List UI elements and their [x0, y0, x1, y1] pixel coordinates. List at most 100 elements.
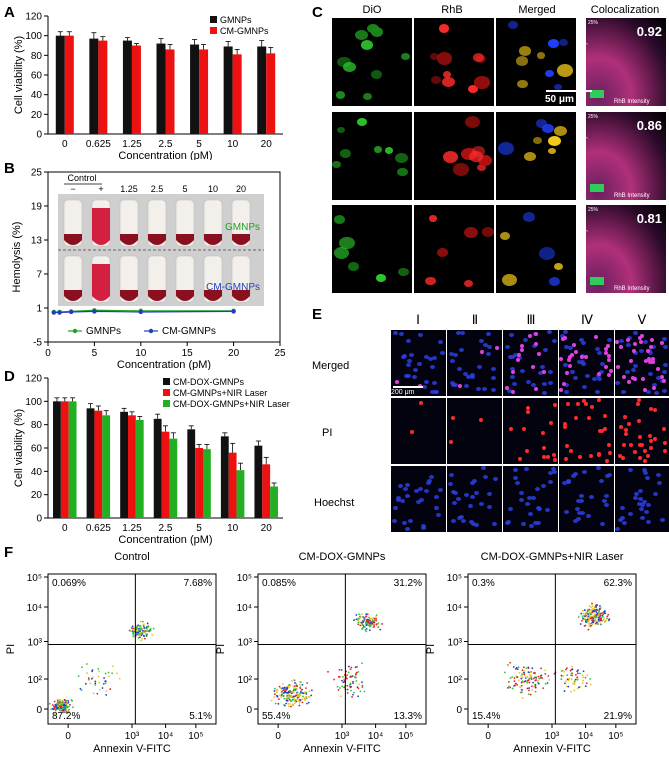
bar	[187, 429, 196, 518]
event-dot	[544, 669, 547, 672]
event-dot	[507, 686, 509, 689]
bar	[53, 401, 61, 518]
tube-content	[120, 290, 138, 301]
legend-label: CM-GMNPs+NIR Laser	[173, 388, 267, 398]
pi-signal	[552, 403, 557, 408]
tube-content	[92, 208, 110, 245]
cell-signal	[472, 53, 485, 63]
pi-signal	[606, 357, 611, 362]
event-dot	[94, 680, 97, 683]
event-dot	[59, 710, 62, 713]
event-dot	[133, 627, 136, 630]
col-header-rhb: RhB	[441, 4, 463, 16]
nucleus	[642, 500, 648, 505]
x-tick-label: 0	[65, 731, 71, 742]
nucleus	[604, 503, 610, 508]
event-dot	[357, 621, 360, 624]
pi-signal	[596, 372, 601, 377]
event-dot	[566, 678, 569, 681]
cell-signal	[468, 151, 483, 163]
event-dot	[278, 698, 280, 701]
pi-signal	[633, 341, 638, 346]
pi-signal	[542, 446, 547, 451]
event-dot	[291, 679, 293, 682]
nucleus	[566, 479, 571, 484]
col-header-merged: Merged	[518, 4, 556, 16]
nucleus	[596, 374, 602, 379]
event-dot	[59, 707, 62, 710]
event-dot	[587, 628, 590, 631]
pi-signal	[573, 415, 578, 420]
nucleus	[637, 488, 643, 493]
nucleus	[643, 470, 649, 475]
event-dot	[563, 670, 566, 673]
y-axis-title: Cell viability (%)	[13, 36, 25, 114]
nucleus	[430, 389, 436, 394]
event-dot	[304, 696, 307, 699]
event-dot	[53, 700, 56, 703]
event-dot	[375, 623, 378, 626]
nucleus	[434, 495, 440, 500]
nucleus	[426, 478, 432, 483]
data-point	[138, 309, 143, 315]
y-tick-label: 7	[36, 270, 42, 281]
pi-signal	[533, 331, 538, 336]
event-dot	[573, 689, 576, 692]
event-dot	[107, 671, 110, 674]
bar	[228, 452, 237, 518]
event-dot	[141, 620, 144, 623]
nucleus	[483, 474, 489, 479]
bar	[165, 49, 175, 134]
event-dot	[281, 693, 284, 696]
event-dot	[576, 676, 579, 679]
event-dot	[285, 702, 288, 705]
nucleus	[453, 490, 459, 495]
nucleus	[469, 481, 475, 486]
micrograph	[414, 205, 494, 293]
pi-signal	[627, 421, 632, 426]
x-axis-title: Annexin V-FITC	[93, 743, 171, 755]
event-dot	[584, 676, 587, 679]
nucleus	[548, 470, 554, 475]
event-dot	[109, 688, 112, 690]
tube-content	[204, 234, 222, 245]
event-dot	[87, 677, 90, 680]
event-dot	[142, 624, 145, 627]
cell-signal	[370, 70, 382, 80]
event-dot	[511, 676, 513, 678]
nucleus	[633, 350, 638, 355]
legend-label: CM-GMNPs	[162, 326, 216, 337]
event-dot	[581, 674, 584, 677]
event-dot	[353, 691, 355, 694]
event-dot	[371, 617, 373, 620]
event-dot	[357, 687, 360, 690]
event-dot	[294, 699, 297, 702]
tube-content	[64, 290, 82, 301]
legend-swatch	[210, 16, 217, 23]
data-point	[69, 309, 74, 315]
event-dot	[98, 681, 101, 684]
pi-signal	[574, 350, 579, 355]
pi-signal	[642, 449, 647, 454]
event-dot	[371, 619, 374, 621]
x-tick-label: 0.625	[86, 523, 111, 534]
colocalization-x-label: RhB Intensity	[614, 99, 650, 105]
event-dot	[310, 689, 313, 692]
event-dot	[52, 705, 55, 708]
micrograph	[447, 330, 502, 396]
event-dot	[327, 670, 329, 673]
pi-signal	[642, 388, 647, 392]
y-tick-label: 19	[31, 202, 43, 213]
pi-signal	[633, 377, 638, 382]
event-dot	[303, 691, 306, 694]
event-dot	[151, 633, 154, 636]
event-dot	[116, 672, 118, 675]
nucleus	[597, 351, 603, 356]
pi-signal	[622, 442, 627, 447]
nucleus	[456, 366, 462, 371]
colocalization-baseline	[590, 184, 604, 192]
event-dot	[137, 627, 140, 630]
cell-signal	[343, 61, 357, 73]
pi-signal	[637, 434, 642, 439]
nucleus	[449, 359, 455, 364]
